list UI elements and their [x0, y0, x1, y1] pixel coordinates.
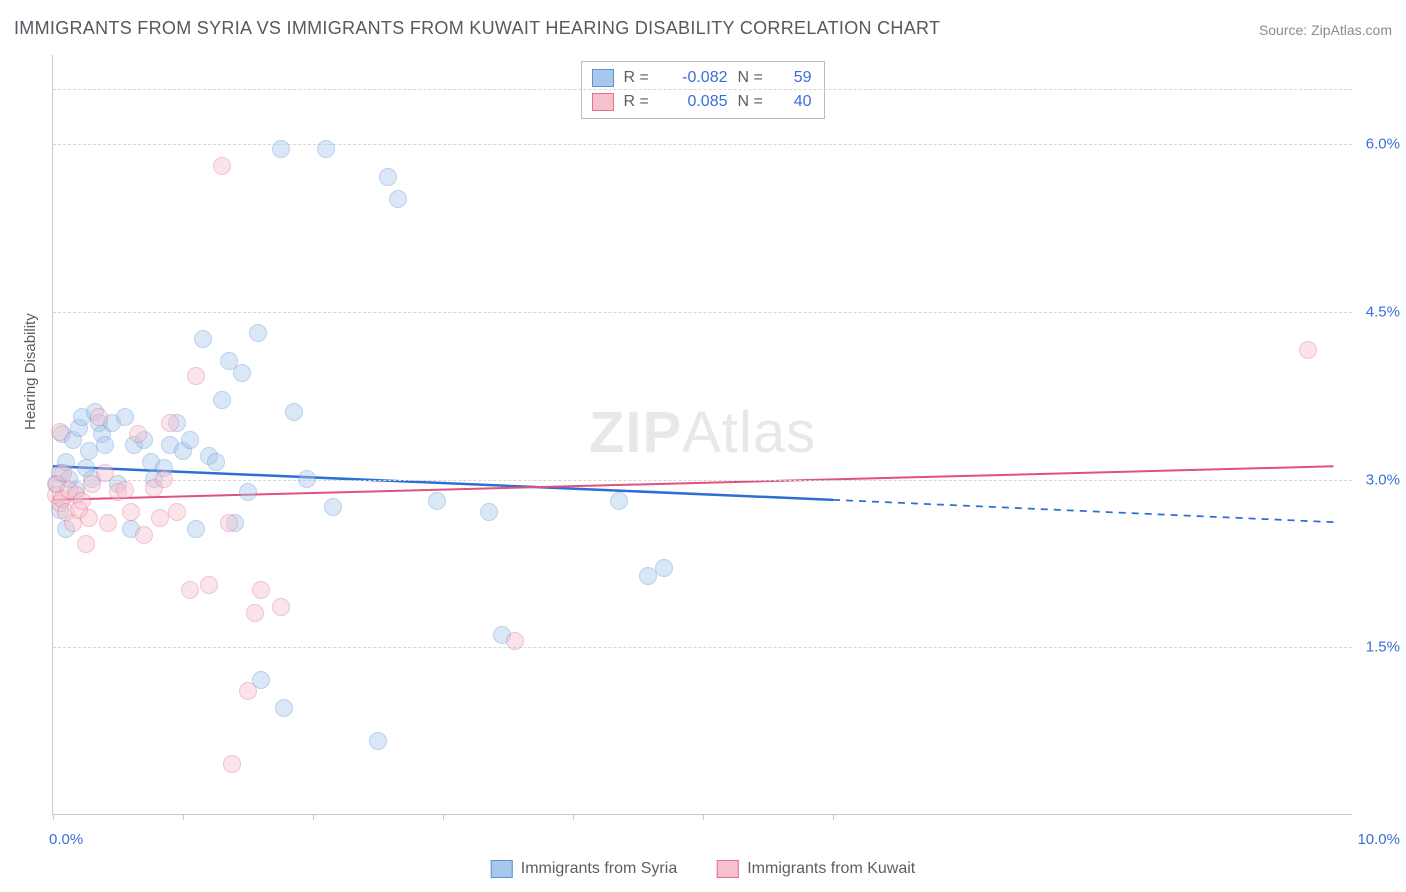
- point-kuwait: [246, 604, 264, 622]
- point-kuwait: [181, 581, 199, 599]
- point-syria: [187, 520, 205, 538]
- point-kuwait: [122, 503, 140, 521]
- point-syria: [389, 190, 407, 208]
- x-axis-min-label: 0.0%: [49, 831, 83, 848]
- point-syria: [379, 168, 397, 186]
- point-kuwait: [239, 682, 257, 700]
- point-kuwait: [168, 503, 186, 521]
- point-syria: [272, 140, 290, 158]
- x-tick: [833, 814, 834, 820]
- point-syria: [96, 436, 114, 454]
- point-kuwait: [220, 514, 238, 532]
- point-syria: [317, 140, 335, 158]
- point-kuwait: [129, 425, 147, 443]
- point-syria: [480, 503, 498, 521]
- point-syria: [285, 403, 303, 421]
- point-kuwait: [213, 157, 231, 175]
- point-kuwait: [252, 581, 270, 599]
- point-kuwait: [151, 509, 169, 527]
- point-syria: [610, 492, 628, 510]
- point-kuwait: [77, 535, 95, 553]
- x-axis-max-label: 10.0%: [1357, 831, 1400, 848]
- point-syria: [239, 483, 257, 501]
- point-kuwait: [155, 470, 173, 488]
- swatch-kuwait: [717, 860, 739, 878]
- x-tick: [703, 814, 704, 820]
- chart-title: IMMIGRANTS FROM SYRIA VS IMMIGRANTS FROM…: [14, 18, 940, 39]
- point-kuwait: [187, 367, 205, 385]
- gridline: [53, 89, 1352, 90]
- point-kuwait: [506, 632, 524, 650]
- x-tick: [573, 814, 574, 820]
- point-syria: [249, 324, 267, 342]
- point-kuwait: [73, 492, 91, 510]
- point-kuwait: [51, 423, 69, 441]
- watermark: ZIPAtlas: [589, 398, 816, 465]
- point-syria: [194, 330, 212, 348]
- point-kuwait: [116, 481, 134, 499]
- point-kuwait: [80, 509, 98, 527]
- point-syria: [275, 699, 293, 717]
- swatch-syria: [592, 69, 614, 87]
- point-kuwait: [96, 464, 114, 482]
- point-kuwait: [223, 755, 241, 773]
- point-kuwait: [135, 526, 153, 544]
- point-kuwait: [200, 576, 218, 594]
- point-kuwait: [99, 514, 117, 532]
- y-axis-title: Hearing Disability: [22, 313, 39, 430]
- gridline: [53, 647, 1352, 648]
- point-kuwait: [272, 598, 290, 616]
- swatch-syria: [491, 860, 513, 878]
- legend-item-kuwait: Immigrants from Kuwait: [717, 860, 915, 878]
- point-kuwait: [54, 464, 72, 482]
- gridline: [53, 480, 1352, 481]
- x-tick: [443, 814, 444, 820]
- point-syria: [233, 364, 251, 382]
- stats-row-kuwait: R = 0.085 N = 40: [592, 90, 812, 114]
- point-syria: [181, 431, 199, 449]
- y-tick-label: 6.0%: [1366, 136, 1400, 153]
- point-syria: [428, 492, 446, 510]
- gridline: [53, 312, 1352, 313]
- y-tick-label: 3.0%: [1366, 471, 1400, 488]
- point-syria: [116, 408, 134, 426]
- point-syria: [207, 453, 225, 471]
- y-tick-label: 1.5%: [1366, 639, 1400, 656]
- legend-item-syria: Immigrants from Syria: [491, 860, 677, 878]
- stats-row-syria: R = -0.082 N = 59: [592, 66, 812, 90]
- point-kuwait: [1299, 341, 1317, 359]
- gridline: [53, 144, 1352, 145]
- point-syria: [298, 470, 316, 488]
- plot-area: ZIPAtlas R = -0.082 N = 59 R = 0.085 N =…: [52, 55, 1352, 815]
- trend-lines-layer: [53, 55, 1352, 814]
- point-syria: [324, 498, 342, 516]
- point-syria: [213, 391, 231, 409]
- point-kuwait: [161, 414, 179, 432]
- point-syria: [369, 732, 387, 750]
- x-tick: [53, 814, 54, 820]
- stats-legend: R = -0.082 N = 59 R = 0.085 N = 40: [581, 61, 825, 119]
- y-tick-label: 4.5%: [1366, 304, 1400, 321]
- series-legend: Immigrants from Syria Immigrants from Ku…: [491, 860, 916, 878]
- x-tick: [183, 814, 184, 820]
- source-label: Source: ZipAtlas.com: [1259, 22, 1392, 38]
- x-tick: [313, 814, 314, 820]
- swatch-kuwait: [592, 93, 614, 111]
- point-kuwait: [90, 408, 108, 426]
- point-syria: [655, 559, 673, 577]
